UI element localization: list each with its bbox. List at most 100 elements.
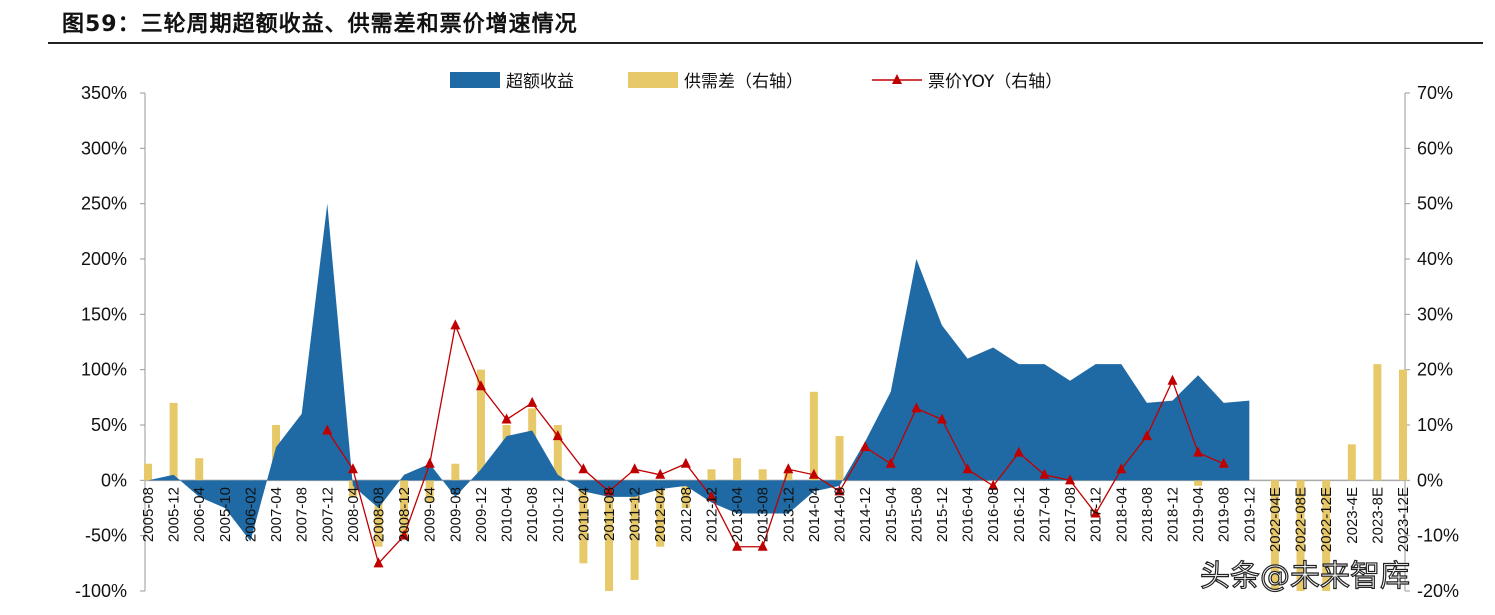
yoy-marker [604,485,615,496]
x-tick-label: 2023-4E [1344,487,1361,544]
yoy-marker [808,468,819,479]
x-tick-label: 2015-12 [934,487,951,542]
legend-label-excess-return: 超额收益 [506,72,574,92]
x-tick-label: 2005-12 [166,487,183,542]
yoy-marker [373,557,384,568]
x-tick-label: 2013-08 [755,487,772,542]
right-tick-label: 40% [1417,249,1453,269]
excess-return-area [148,203,1250,542]
right-tick-label: 30% [1417,304,1453,324]
yoy-marker [475,380,486,391]
x-tick-label: 2008-12 [396,487,413,542]
supply-demand-bar [809,391,818,481]
yoy-marker [322,424,333,435]
yoy-marker [347,463,358,474]
left-tick-label: 0% [101,470,127,490]
supply-demand-bar [195,458,204,481]
legend: 超额收益 供需差（右轴） 票价YOY（右轴） [450,72,1062,92]
left-tick-label: 150% [81,304,127,324]
x-tick-label: 2007-08 [294,487,311,542]
yoy-marker [706,490,717,501]
left-tick-label: 100% [81,360,127,380]
yoy-marker [860,441,871,452]
yoy-marker [936,413,947,424]
left-tick-label: 250% [81,194,127,214]
legend-label-supply-demand: 供需差（右轴） [684,72,803,92]
supply-demand-bar [400,480,409,536]
x-tick-label: 2018-04 [1113,487,1130,542]
x-tick-label: 2017-04 [1036,487,1053,542]
supply-demand-bar [1373,364,1382,481]
x-tick-label: 2016-04 [960,487,977,542]
supply-demand-bar [169,402,178,481]
watermark: 头条@未来智库 [1200,559,1410,594]
x-tick-label: 2022-08E [1293,487,1310,552]
x-tick-label: 2022-04E [1267,487,1284,552]
supply-demand-bar [1296,480,1305,591]
x-tick-label: 2008-08 [371,487,388,542]
yoy-marker [962,463,973,474]
x-tick-label: 2023-12E [1395,487,1412,552]
left-tick-label: 350% [81,83,127,103]
supply-demand-bar [476,369,485,481]
right-tick-label: 0% [1417,470,1443,490]
right-tick-label: 10% [1417,415,1453,435]
supply-demand-bar [758,469,767,481]
yoy-marker [655,468,666,479]
yoy-marker [399,529,410,540]
yoy-marker [1116,463,1127,474]
yoy-marker [552,430,563,441]
x-tick-label: 2023-8E [1369,487,1386,544]
x-tick-label: 2013-04 [729,487,746,542]
x-tick-label: 2017-12 [1088,487,1105,542]
x-tick-label: 2014-08 [832,487,849,542]
yoy-marker [1167,374,1178,385]
x-tick-label: 2005-08 [140,487,157,542]
supply-demand-bar [733,458,742,481]
supply-demand-bar [656,480,665,547]
yoy-marker [424,457,435,468]
supply-demand-bar [553,425,562,481]
supply-demand-bar [605,480,614,591]
legend-swatch-excess-return [450,72,500,88]
right-tick-label: -10% [1417,526,1459,546]
supply-demand-bar [1347,444,1356,481]
supply-demand-bar [681,480,690,508]
x-tick-label: 2015-04 [883,487,900,542]
supply-demand-bar [425,480,434,503]
x-tick-label: 2009-08 [447,487,464,542]
supply-demand-bar [451,463,460,481]
x-tick-label: 2018-08 [1139,487,1156,542]
yoy-marker [629,463,640,474]
x-tick-label: 2012-08 [678,487,695,542]
x-tick-label: 2011-08 [601,487,618,541]
supply-demand-bar [1194,480,1203,486]
yoy-marker [911,402,922,413]
yoy-marker [1193,446,1204,457]
yoy-marker [783,463,794,474]
x-tick-label: 2005-10 [217,487,234,542]
supply-demand-bar [374,480,383,547]
yoy-marker [1039,468,1050,479]
yoy-line [326,323,1224,565]
x-tick-label: 2008-04 [345,487,362,542]
yoy-marker [680,457,691,468]
supply-demand-bar [1270,480,1279,591]
supply-demand-bar [630,480,639,580]
x-tick-label: 2009-04 [422,487,439,542]
x-tick-label: 2012-04 [652,487,669,542]
yoy-marker [1141,430,1152,441]
x-tick-label: 2019-12 [1241,487,1258,542]
x-tick-label: 2022-12E [1318,487,1335,552]
legend-swatch-supply-demand [628,72,678,88]
x-tick-label: 2014-12 [857,487,874,542]
yoy-marker [1013,446,1024,457]
left-tick-label: 300% [81,138,127,158]
x-tick-label: 2006-04 [191,487,208,542]
supply-demand-bar [348,480,357,497]
x-tick-label: 2016-12 [1011,487,1028,542]
supply-demand-bar [579,480,588,564]
left-tick-label: 200% [81,249,127,269]
supply-demand-bar [835,436,844,481]
left-tick-label: -100% [75,581,127,601]
